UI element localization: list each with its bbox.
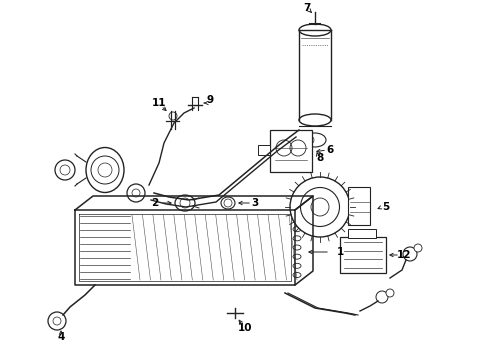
Text: 4: 4 [57,332,65,342]
Ellipse shape [293,254,301,259]
Text: 1: 1 [336,247,343,257]
Text: 10: 10 [238,323,252,333]
Ellipse shape [293,236,301,241]
Ellipse shape [293,217,301,222]
Text: 11: 11 [152,98,166,108]
Bar [348,187,370,225]
Ellipse shape [175,195,195,211]
Text: 7: 7 [303,3,311,13]
Circle shape [376,291,388,303]
Text: 8: 8 [317,153,323,163]
Ellipse shape [293,227,301,232]
Ellipse shape [299,24,331,36]
Circle shape [300,188,340,226]
Circle shape [48,312,66,330]
Circle shape [403,247,417,261]
Text: 9: 9 [206,95,214,105]
Ellipse shape [293,263,301,268]
Ellipse shape [304,133,326,147]
Circle shape [386,289,394,297]
Text: 2: 2 [151,198,159,208]
Circle shape [55,160,75,180]
Bar [258,145,270,155]
Circle shape [311,198,329,216]
Text: 5: 5 [382,202,390,212]
Bar [340,237,386,273]
Ellipse shape [299,114,331,126]
Circle shape [127,184,145,202]
Bar [270,130,312,172]
Text: 6: 6 [326,145,334,155]
Ellipse shape [293,245,301,250]
Circle shape [290,177,350,237]
Text: 3: 3 [251,198,259,208]
Ellipse shape [221,197,235,209]
Text: 12: 12 [397,250,411,260]
Ellipse shape [293,273,301,278]
Ellipse shape [86,148,124,193]
Circle shape [414,244,422,252]
Bar [348,229,376,238]
